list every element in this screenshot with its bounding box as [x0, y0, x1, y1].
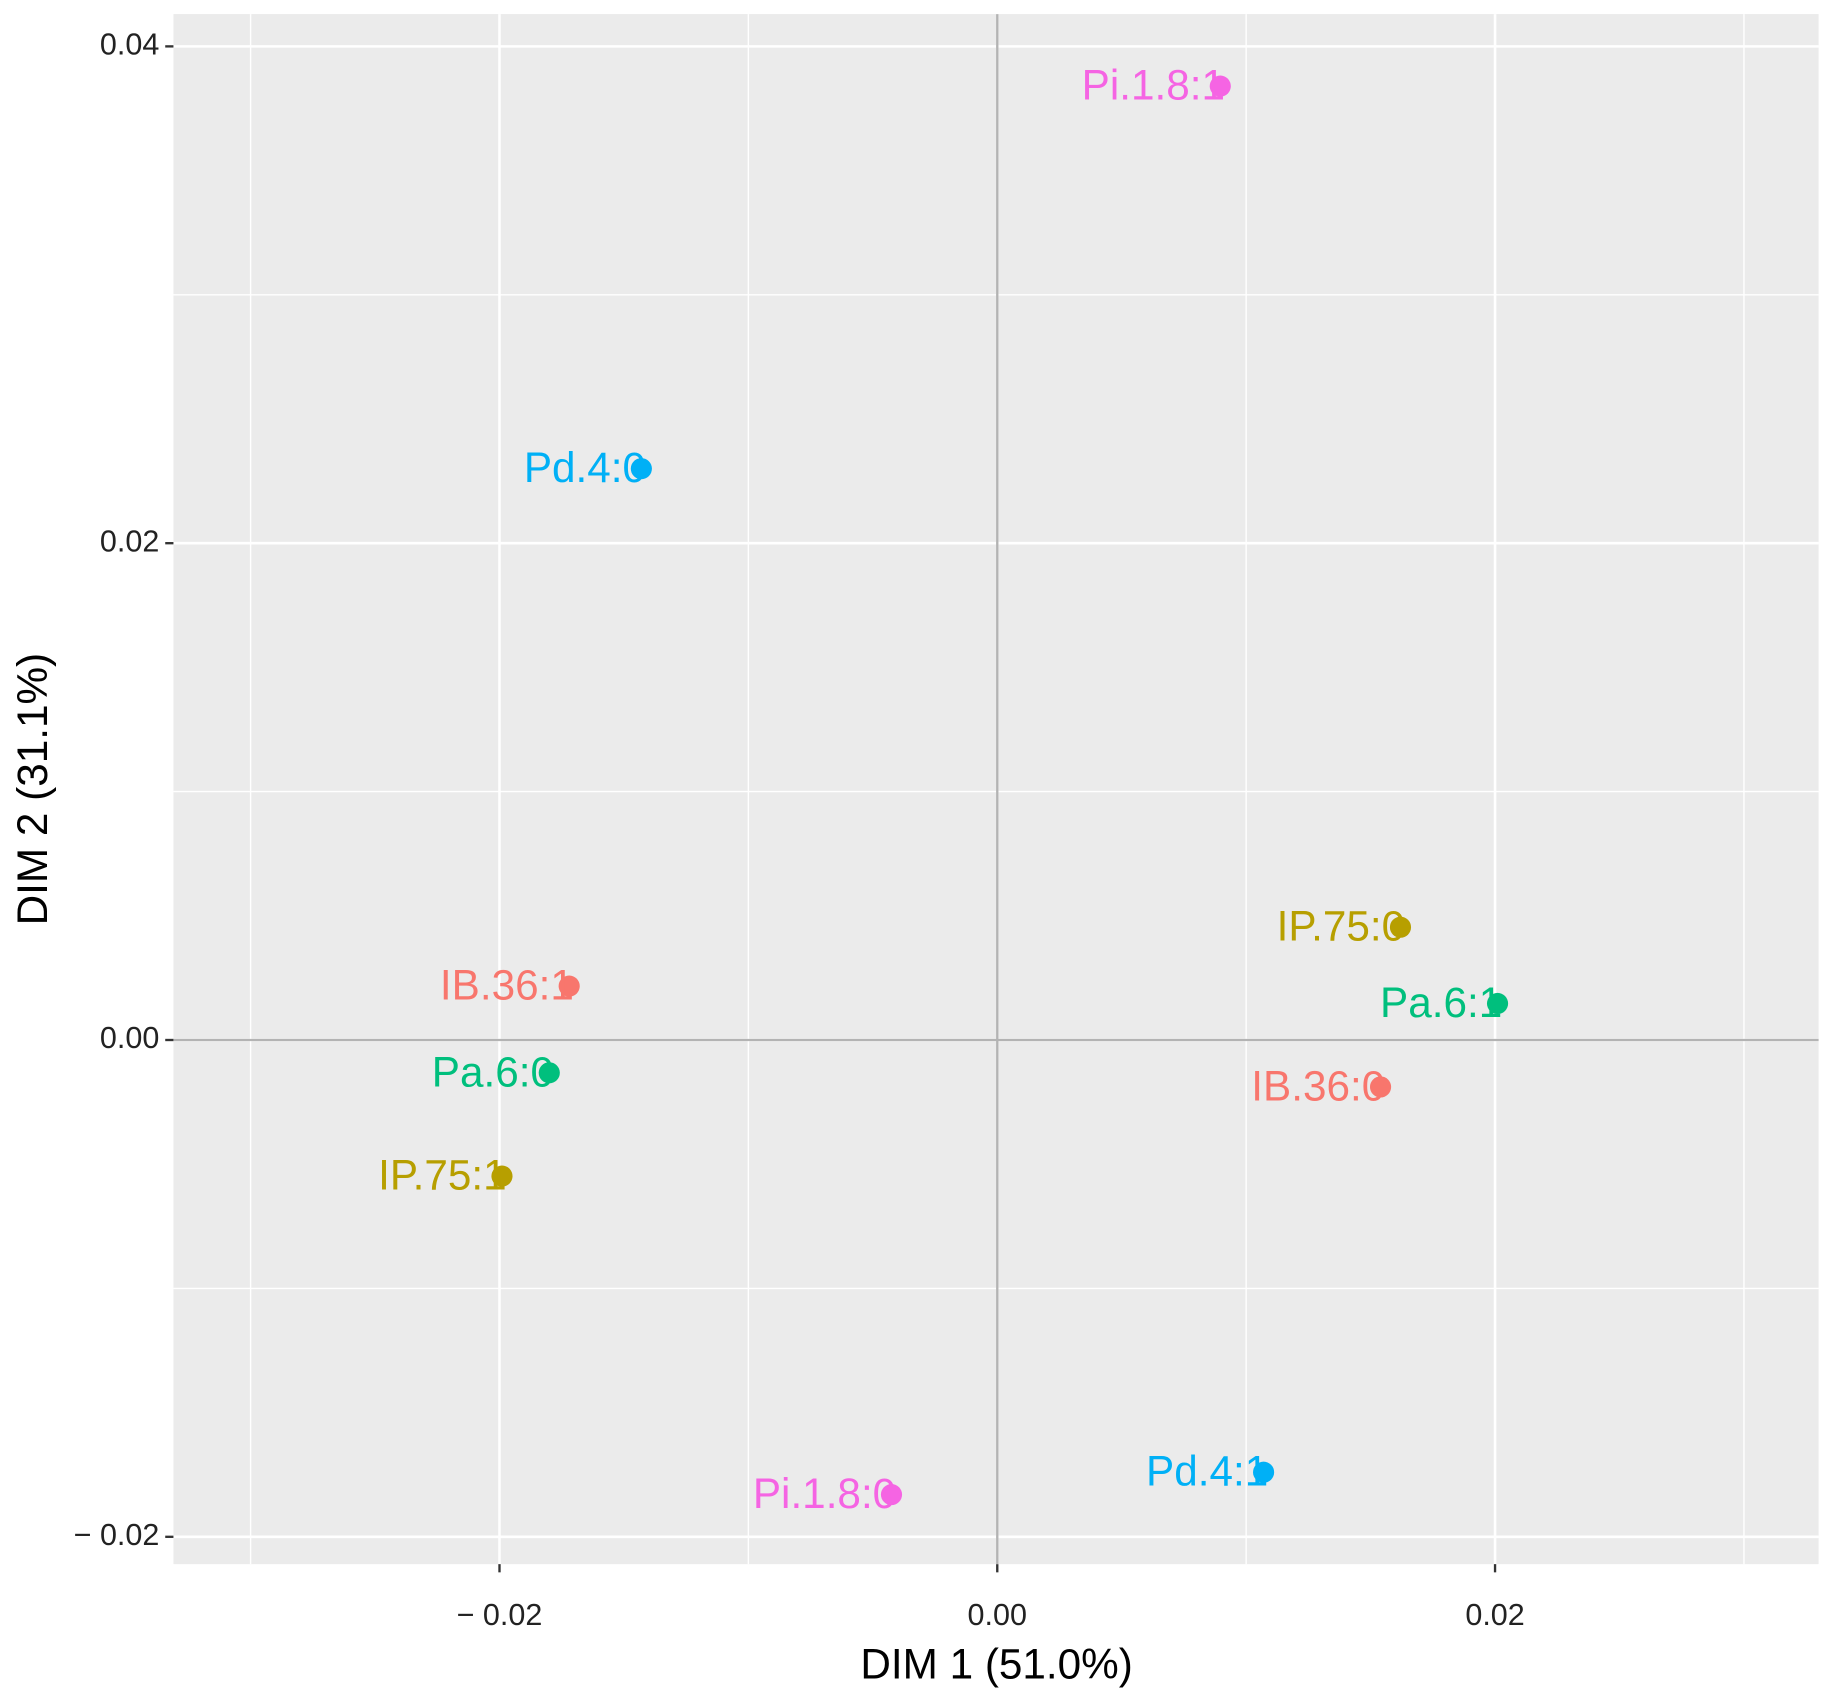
marks: Pi.1.8:1 Pd.4:0 IP.75:0 Pa.6:1 IB.36:0 IB.36:… — [378, 62, 1509, 1517]
point — [1209, 75, 1231, 97]
point-label: IP.75:1 — [378, 1152, 506, 1199]
y-tick-label: 0.02 — [100, 524, 159, 558]
y-axis-title: DIM 2 (31.1%) — [9, 653, 56, 925]
point — [630, 458, 652, 480]
point-label: Pd.4:0 — [524, 444, 646, 491]
point — [880, 1484, 903, 1506]
point-label: IP.75:0 — [1277, 903, 1406, 950]
x-tick-label: 0.02 — [1465, 1598, 1524, 1632]
point — [558, 975, 580, 997]
point — [1389, 916, 1412, 938]
y-tick-label: 0.00 — [100, 1021, 159, 1055]
point-label: IB.36:0 — [1251, 1062, 1385, 1109]
point-label: Pa.6:0 — [432, 1048, 554, 1095]
point-label: Pd.4:1 — [1146, 1448, 1268, 1495]
point — [1369, 1076, 1392, 1098]
point-label: Pi.1.8:0 — [753, 1470, 896, 1517]
point — [491, 1165, 513, 1187]
point — [1253, 1461, 1275, 1483]
point-label: Pi.1.8:1 — [1082, 62, 1225, 109]
grid: − 0.02 0.00 0.02 − 0.02 0.00 0.02 0.04 — [74, 14, 1819, 1632]
x-axis-title: DIM 1 (51.0%) — [860, 1641, 1132, 1688]
point — [1486, 992, 1509, 1015]
x-tick-label: 0.00 — [968, 1598, 1027, 1632]
point — [538, 1062, 560, 1084]
y-tick-label: − 0.02 — [74, 1518, 160, 1552]
y-tick-label: 0.04 — [100, 27, 159, 61]
x-tick-label: − 0.02 — [457, 1598, 543, 1632]
point-label: Pa.6:1 — [1380, 979, 1502, 1026]
point-label: IB.36:1 — [440, 962, 574, 1009]
